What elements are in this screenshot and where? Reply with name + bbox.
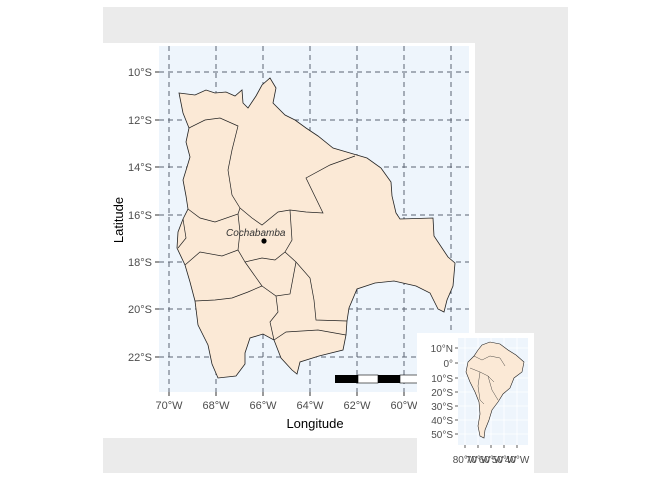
inset-y-tick-label: 10°N xyxy=(431,344,453,355)
inset-x-tick-label: 50°W xyxy=(492,455,517,466)
inset-y-tick-label: 50°S xyxy=(431,430,453,441)
boundary-line xyxy=(261,261,297,297)
south-america-outline xyxy=(465,341,525,439)
boundary-line xyxy=(188,117,241,209)
inset-y-tick-label: 10°S xyxy=(431,374,453,385)
y-tick-label: 14°S xyxy=(128,162,152,174)
inset-y-tick-label: 40°S xyxy=(431,416,453,427)
inset-x-tick-label: 60°W xyxy=(479,455,504,466)
x-axis-title: Longitude xyxy=(286,416,343,431)
inset-y-tick-label: 0° xyxy=(443,359,453,370)
x-tick-label: 64°W xyxy=(296,400,324,412)
scale-segment xyxy=(378,375,400,383)
y-tick-label: 10°S xyxy=(128,67,152,79)
x-tick-label: 68°W xyxy=(202,400,230,412)
axis-ticks xyxy=(155,71,405,396)
y-axis-title: Latitude xyxy=(111,197,126,243)
scale-bar xyxy=(335,374,421,384)
inset-map: 10°N 0° 10°S 20°S 30°S 40°S 50°S 80°W 70… xyxy=(417,333,534,473)
city-marker xyxy=(261,238,267,244)
inset-x-tick-label: 70°W xyxy=(466,455,491,466)
boundary-line xyxy=(187,207,241,223)
boundary-line xyxy=(194,261,263,302)
scale-segment xyxy=(357,374,379,384)
boundary-line xyxy=(177,218,187,249)
city-label: Cochabamba xyxy=(226,228,286,239)
boundary-line xyxy=(184,249,239,266)
scale-segment xyxy=(335,375,358,383)
boundary-line xyxy=(269,295,279,341)
x-tick-label: 70°W xyxy=(155,400,183,412)
boundary-line xyxy=(284,209,348,322)
inset-borders xyxy=(469,355,506,405)
y-tick-label: 12°S xyxy=(128,115,152,127)
y-tick-label: 16°S xyxy=(128,210,152,222)
inset-x-tick-label: 80°W xyxy=(453,455,478,466)
inset-y-tick-label: 30°S xyxy=(431,402,453,413)
boundary-line xyxy=(239,155,356,226)
inset-y-tick-label: 20°S xyxy=(431,388,453,399)
x-tick-label: 62°W xyxy=(343,400,371,412)
y-tick-label: 20°S xyxy=(128,304,152,316)
x-tick-label: 66°W xyxy=(249,400,277,412)
x-tick-label: 60°W xyxy=(390,400,418,412)
inset-ticks xyxy=(455,347,518,448)
y-tick-label: 22°S xyxy=(128,352,152,364)
inset-x-tick-label: 40°W xyxy=(505,455,530,466)
department-boundaries xyxy=(177,117,356,341)
boundary-line xyxy=(273,329,347,341)
y-tick-label: 18°S xyxy=(128,257,152,269)
